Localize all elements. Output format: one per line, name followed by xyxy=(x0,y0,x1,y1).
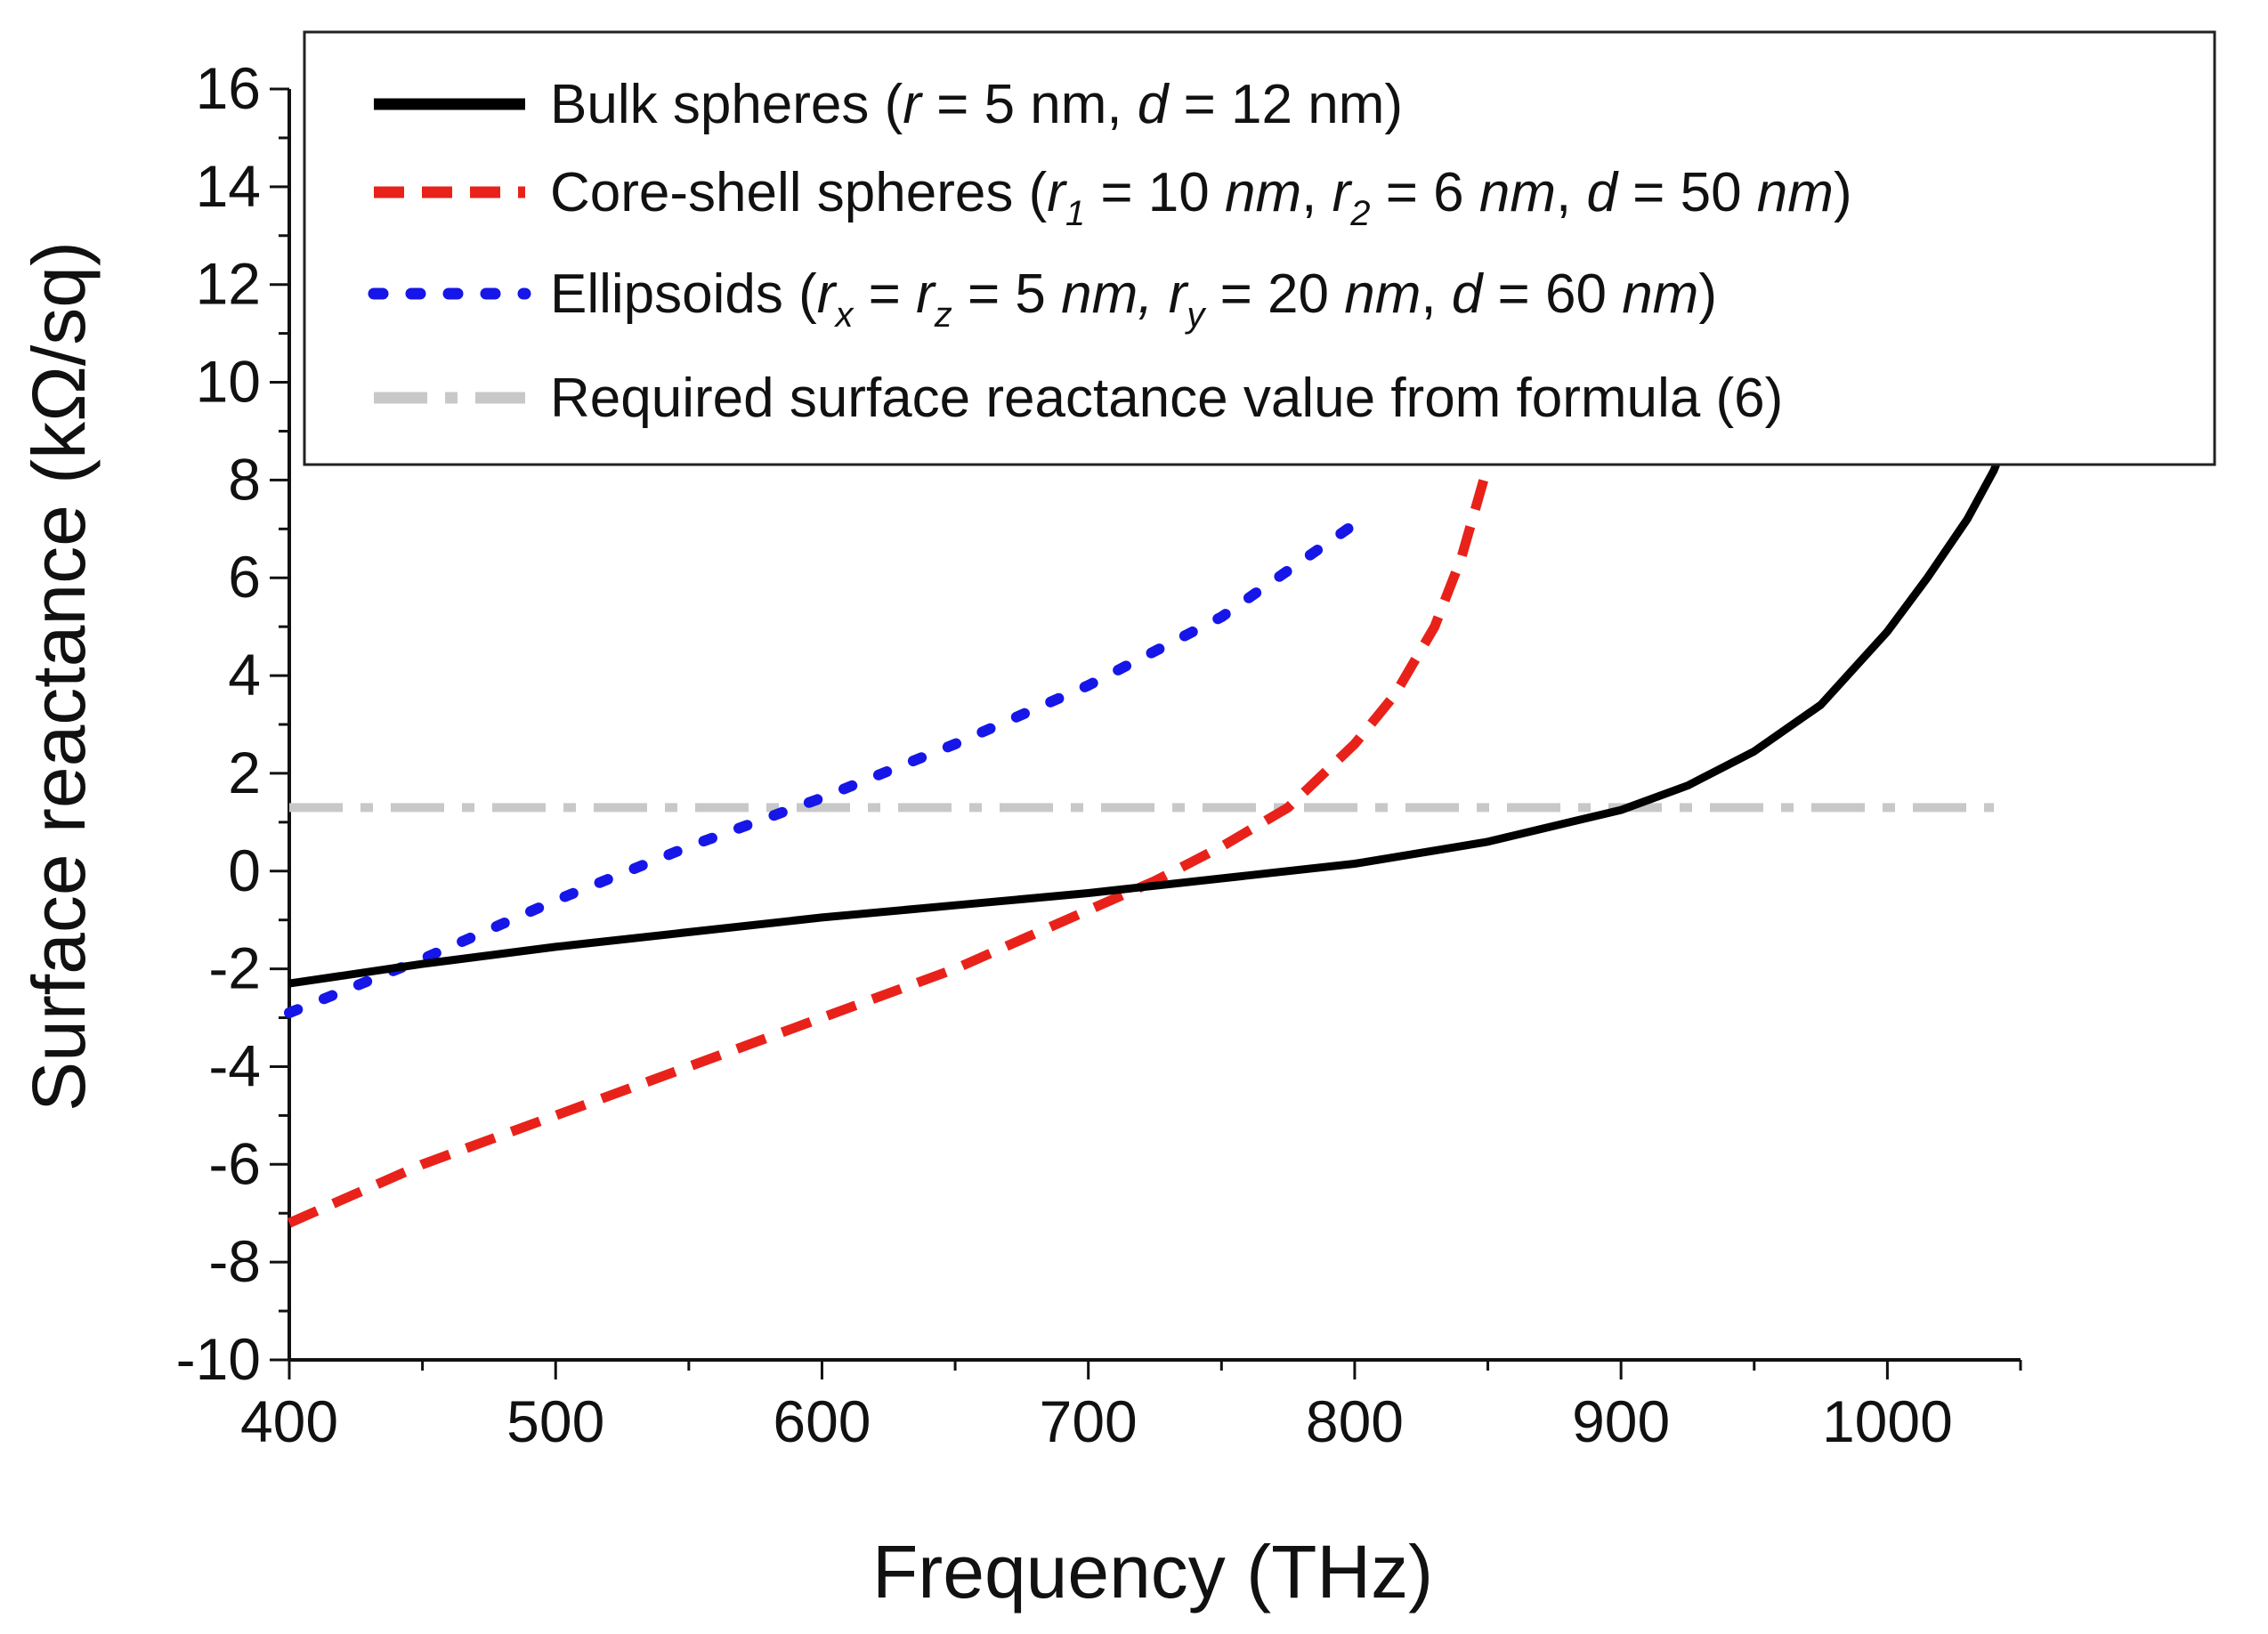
legend-cs-p1: 1 xyxy=(1065,194,1085,233)
legend-el-p10: nm xyxy=(1344,263,1421,325)
legend-bulk-p0: r xyxy=(903,74,923,135)
y-tick-label: -4 xyxy=(208,1032,261,1098)
legend-el-p1: x xyxy=(833,295,855,335)
plot-area xyxy=(284,415,2020,1228)
legend-cs-p12: nm xyxy=(1757,162,1834,223)
x-tick-label: 800 xyxy=(1306,1388,1404,1454)
x-tick-label: 700 xyxy=(1040,1388,1138,1454)
y-tick-label: -8 xyxy=(208,1228,261,1294)
x-tick-label: 900 xyxy=(1572,1388,1670,1454)
y-tick-label: 12 xyxy=(196,251,261,317)
legend-bulk-prefix: Bulk spheres ( xyxy=(550,74,903,135)
x-tick-label: 1000 xyxy=(1822,1388,1953,1454)
legend-el-p9: = 20 xyxy=(1204,263,1344,325)
y-tick-label: 10 xyxy=(196,349,261,415)
x-tick-label: 600 xyxy=(773,1388,871,1454)
legend-cs-p13: ) xyxy=(1834,162,1852,223)
y-tick-label: 4 xyxy=(228,642,261,708)
legend-label-required: Required surface reactance value from fo… xyxy=(550,368,1783,429)
legend-el-p8: y xyxy=(1184,295,1207,335)
legend-el-p7: r xyxy=(1169,263,1189,325)
legend-cs-p4: , xyxy=(1301,162,1332,223)
y-tick-label: 14 xyxy=(196,153,261,219)
legend-bulk-p3: = 12 nm) xyxy=(1168,74,1403,135)
y-tick-label: 2 xyxy=(228,740,261,805)
legend-el-p0: r xyxy=(817,263,838,325)
y-tick-label: 8 xyxy=(228,446,261,512)
legend-el-p11: , xyxy=(1421,263,1451,325)
legend-el-p15: ) xyxy=(1698,263,1717,325)
legend-cs-prefix: Core-shell spheres ( xyxy=(550,162,1048,223)
legend-box xyxy=(303,30,2216,466)
y-axis-title: Surface reactance (kΩ/sq) xyxy=(17,241,101,1112)
y-tick-label: 6 xyxy=(228,544,261,610)
legend-label-bulk: Bulk spheres (r = 5 nm, d = 12 nm) xyxy=(550,74,1403,135)
legend-cs-p10: d xyxy=(1586,162,1619,223)
legend-cs-p7: = 6 xyxy=(1370,162,1478,223)
legend-el-p5: = 5 xyxy=(952,263,1061,325)
legend-cs-p0: r xyxy=(1047,162,1067,223)
y-tick-label: -2 xyxy=(208,935,261,1001)
legend-cs-p3: nm xyxy=(1225,162,1301,223)
legend-label-ellipsoids: Ellipsoids (rx = rz = 5 nm, ry = 20 nm, … xyxy=(550,263,1717,335)
legend-el-p12: d xyxy=(1452,263,1485,325)
legend-el-p4: z xyxy=(934,295,952,335)
legend-el-p13: = 60 xyxy=(1482,263,1622,325)
y-tick-label: 16 xyxy=(196,55,261,121)
series-line-bulk xyxy=(288,415,2020,988)
legend-label-coreshell: Core-shell spheres (r1 = 10 nm, r2 = 6 n… xyxy=(550,162,1852,233)
y-tick-label: 0 xyxy=(228,837,261,903)
x-tick-label: 500 xyxy=(506,1388,604,1454)
y-tick-label: -6 xyxy=(208,1130,261,1196)
legend-el-p2: = xyxy=(853,263,916,325)
legend-cs-p9: , xyxy=(1556,162,1586,223)
legend-bulk-p1: = 5 nm, xyxy=(921,74,1138,135)
legend-bulk-p2: d xyxy=(1138,74,1170,135)
legend-el-p6: nm, xyxy=(1061,263,1169,325)
series-line-coreshell xyxy=(287,464,1493,1228)
x-tick-label: 400 xyxy=(240,1388,338,1454)
x-axis-title: Frequency (THz) xyxy=(872,1530,1433,1614)
legend-cs-p2: = 10 xyxy=(1085,162,1225,223)
series-line-ellipsoids xyxy=(284,518,1360,1018)
legend-el-p14: nm xyxy=(1622,263,1698,325)
legend-cs-p11: = 50 xyxy=(1617,162,1757,223)
legend-el-p3: r xyxy=(916,263,936,325)
legend-el-prefix: Ellipsoids ( xyxy=(550,263,817,325)
legend-cs-p6: 2 xyxy=(1349,194,1370,233)
legend: Bulk spheres (r = 5 nm, d = 12 nm) Core-… xyxy=(303,30,2216,466)
y-tick-label: -10 xyxy=(176,1326,261,1392)
legend-cs-p8: nm xyxy=(1479,162,1556,223)
legend-cs-p5: r xyxy=(1332,162,1353,223)
